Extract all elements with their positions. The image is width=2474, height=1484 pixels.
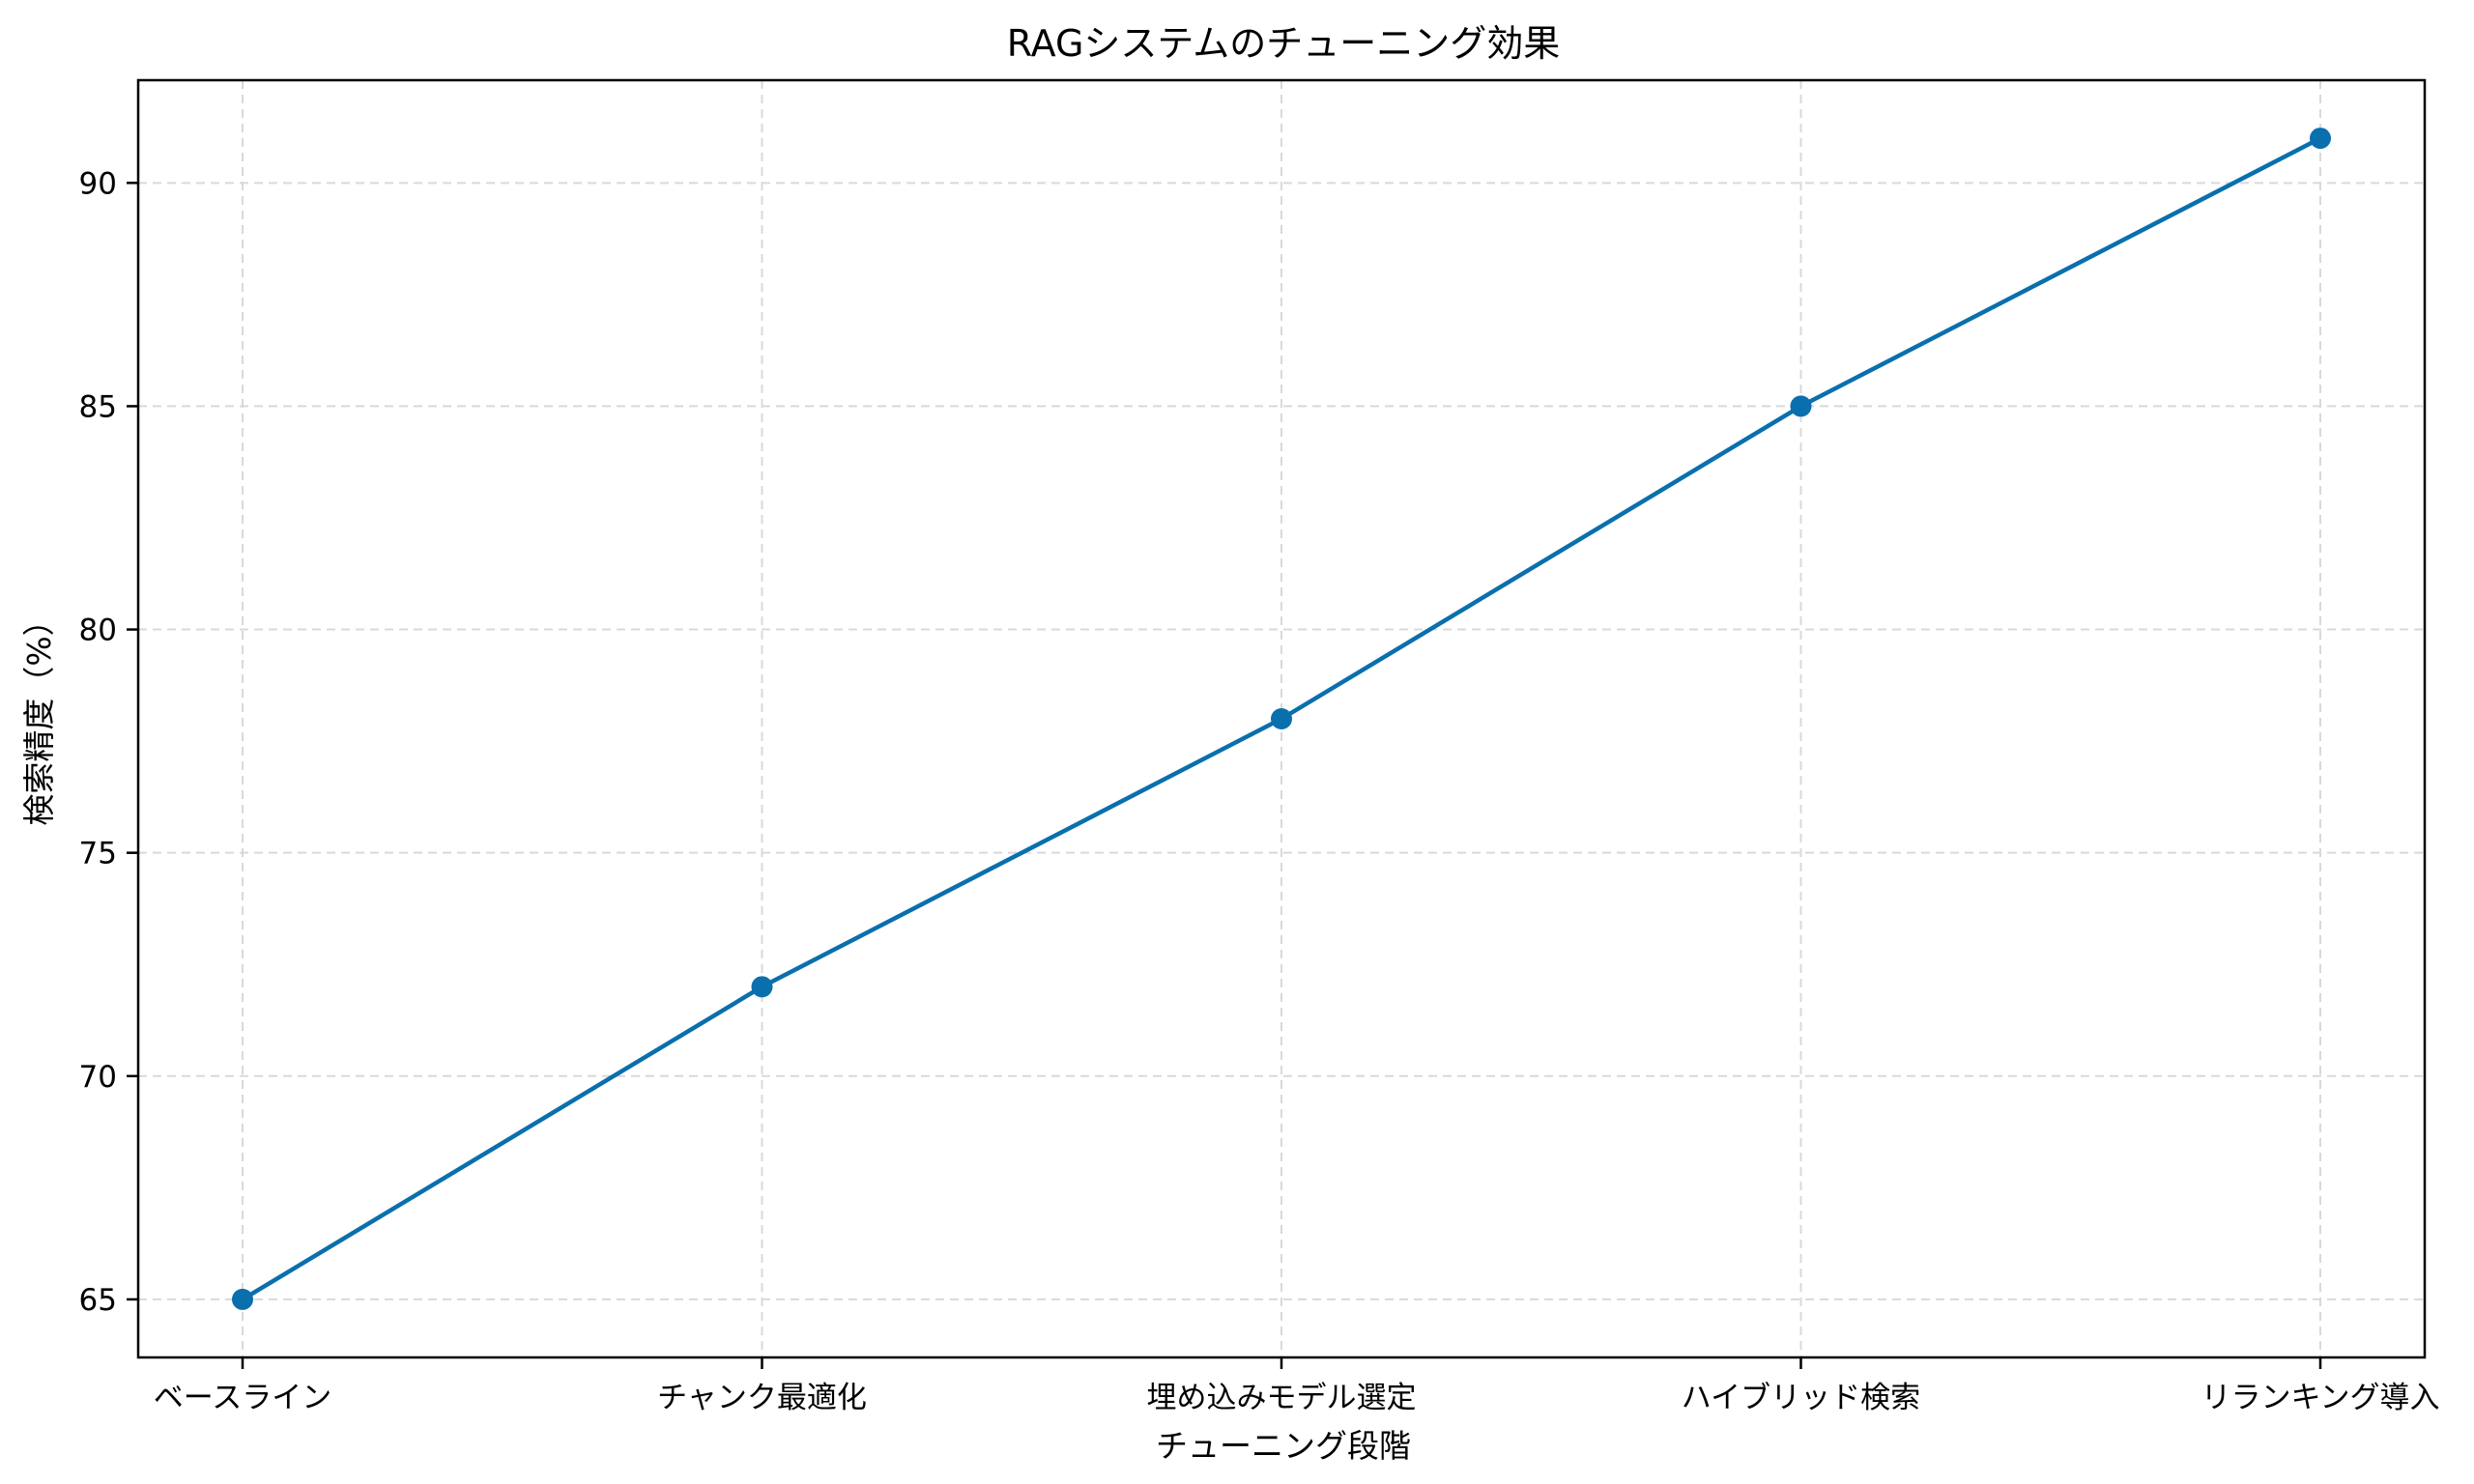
y-axis-ticks: 65 70 75 80 85 90 (79, 166, 138, 1318)
y-tick-label: 90 (79, 166, 117, 201)
data-point (751, 976, 773, 998)
x-tick-label: ベースライン (154, 1381, 331, 1415)
y-tick-label: 65 (79, 1283, 117, 1318)
x-tick-label: ハイブリッド検索 (1682, 1381, 1920, 1415)
data-point (1790, 395, 1812, 417)
x-tick-label: チャンク最適化 (657, 1381, 867, 1415)
y-axis-label: 検索精度（%） (20, 604, 58, 825)
y-tick-label: 85 (79, 389, 117, 424)
plot-area-frame (136, 78, 2427, 1359)
x-axis-label: チューニング段階 (1156, 1427, 1411, 1465)
x-tick-label: 埋め込みモデル選定 (1147, 1381, 1417, 1415)
data-point (2310, 128, 2331, 150)
data-point (1271, 708, 1292, 729)
data-point (232, 1288, 253, 1310)
x-tick-label: リランキング導入 (2201, 1381, 2439, 1415)
chart-title: RAGシステムのチューニング効果 (1007, 22, 1561, 65)
y-tick-label: 75 (79, 837, 117, 871)
y-tick-label: 80 (79, 614, 117, 648)
x-axis-ticks: ベースライン チャンク最適化 埋め込みモデル選定 ハイブリッド検索 リランキング導入 (154, 1357, 2440, 1415)
grid-lines (138, 80, 2425, 1357)
y-tick-label: 70 (79, 1060, 117, 1095)
data-points (232, 128, 2331, 1310)
